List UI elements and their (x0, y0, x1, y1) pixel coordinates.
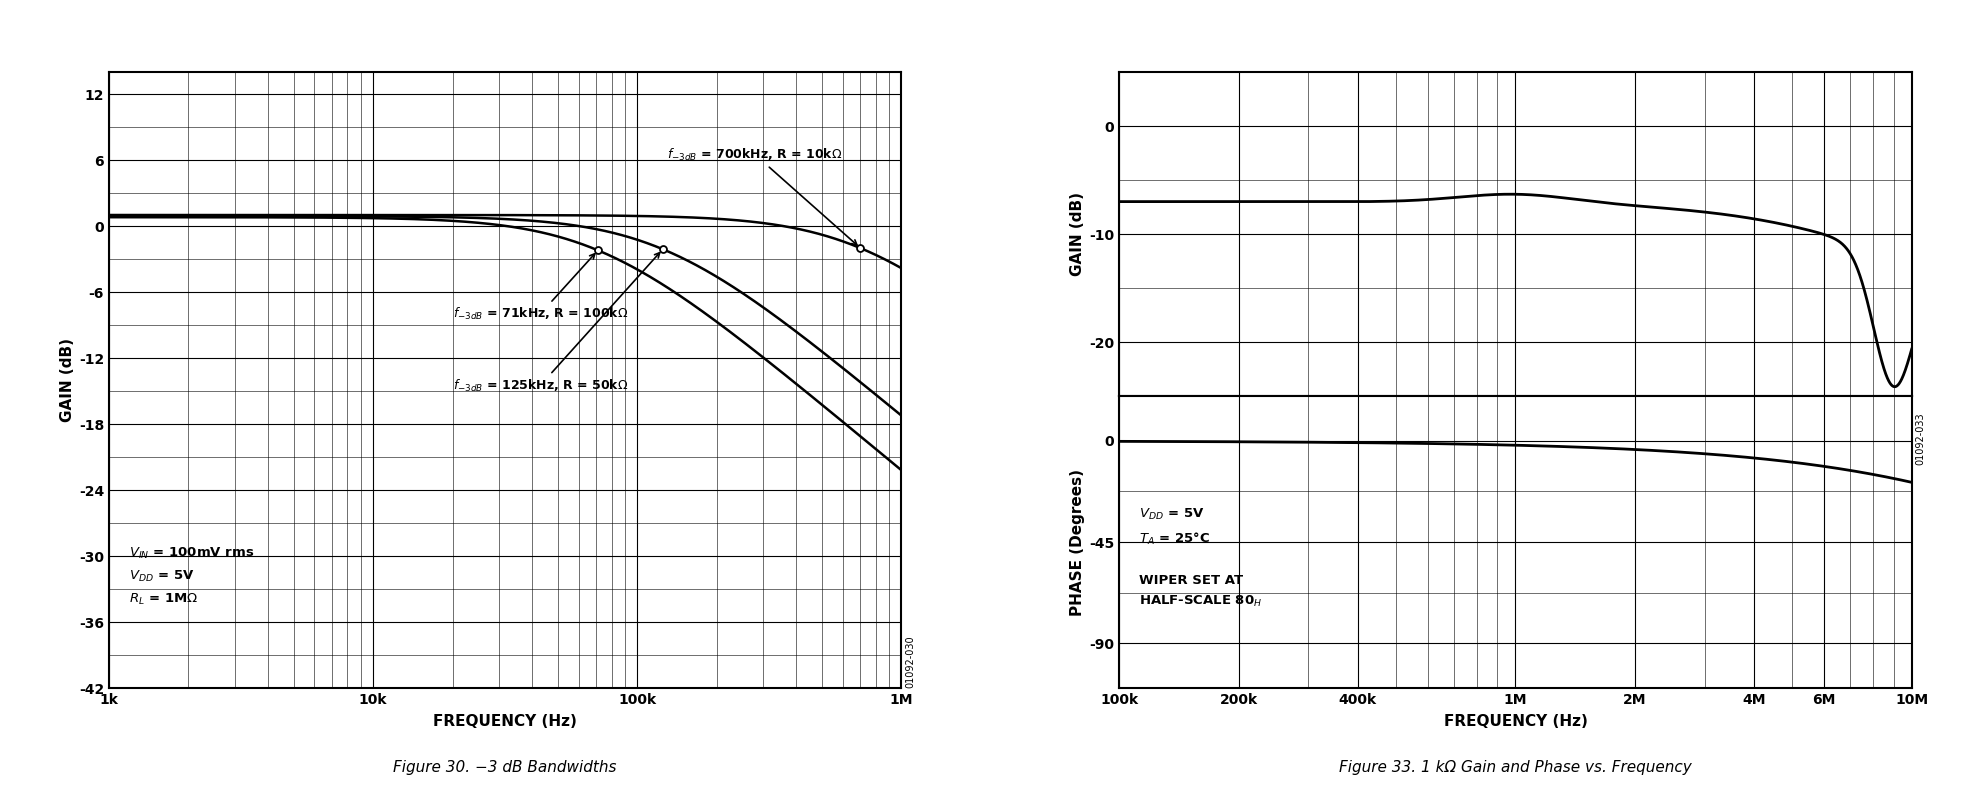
Text: $V_{IN}$ = 100mV rms
$V_{DD}$ = 5V
$R_L$ = 1M$\Omega$: $V_{IN}$ = 100mV rms $V_{DD}$ = 5V $R_L$… (129, 546, 253, 607)
Text: Figure 30. −3 dB Bandwidths: Figure 30. −3 dB Bandwidths (394, 760, 616, 775)
Y-axis label: GAIN (dB): GAIN (dB) (59, 338, 75, 422)
Text: $V_{DD}$ = 5V
$T_A$ = 25°C

WIPER SET AT
HALF-SCALE 80$_H$: $V_{DD}$ = 5V $T_A$ = 25°C WIPER SET AT … (1138, 507, 1261, 610)
Text: $f_{-3dB}$ = 71kHz, R = 100k$\Omega$: $f_{-3dB}$ = 71kHz, R = 100k$\Omega$ (451, 254, 628, 322)
Text: 01092-033: 01092-033 (1915, 412, 1925, 465)
Y-axis label: GAIN (dB): GAIN (dB) (1069, 192, 1085, 276)
Text: Figure 33. 1 kΩ Gain and Phase vs. Frequency: Figure 33. 1 kΩ Gain and Phase vs. Frequ… (1338, 760, 1691, 775)
Text: 01092-030: 01092-030 (905, 635, 915, 688)
Text: $f_{-3dB}$ = 700kHz, R = 10k$\Omega$: $f_{-3dB}$ = 700kHz, R = 10k$\Omega$ (667, 146, 857, 245)
X-axis label: FREQUENCY (Hz): FREQUENCY (Hz) (1443, 714, 1586, 729)
X-axis label: FREQUENCY (Hz): FREQUENCY (Hz) (434, 714, 576, 729)
Text: $f_{-3dB}$ = 125kHz, R = 50k$\Omega$: $f_{-3dB}$ = 125kHz, R = 50k$\Omega$ (451, 253, 659, 394)
Y-axis label: PHASE (Degrees): PHASE (Degrees) (1069, 469, 1085, 615)
